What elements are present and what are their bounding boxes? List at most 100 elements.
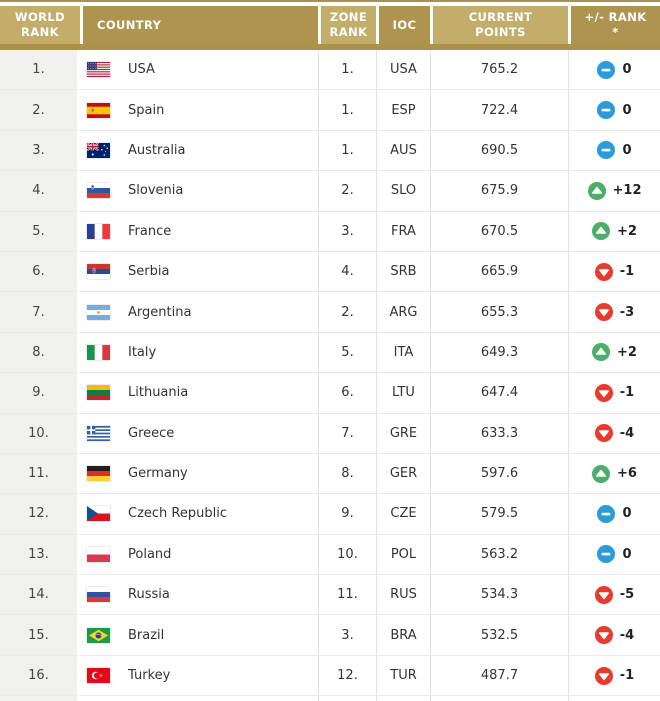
country-cell: Germany <box>80 453 318 495</box>
points-cell: 675.9 <box>430 171 568 212</box>
table-row[interactable]: 16. Turkey 12. TUR 487.7 -1 <box>0 655 660 697</box>
flag-rus-icon <box>87 587 110 603</box>
table-row[interactable]: 8. Italy 5. ITA 649.3 +2 <box>0 332 660 374</box>
current-points-value: 690.5 <box>480 142 519 158</box>
zone-rank-cell: 1. <box>318 50 376 91</box>
rank-down-icon <box>594 626 613 645</box>
table-row[interactable]: 1. USA 1. USA 765.2 0 <box>0 50 660 91</box>
ioc-cell: ESP <box>376 90 430 131</box>
rank-change-cell: -4 <box>568 413 660 454</box>
column-header-current-points[interactable]: CURRENT POINTS <box>430 6 568 44</box>
ioc-code: FRA <box>391 223 416 239</box>
zone-rank-cell: 4. <box>318 251 376 293</box>
world-rank-cell: 6. <box>0 251 80 293</box>
column-header-country[interactable]: COUNTRY <box>80 6 318 44</box>
zone-rank-cell: 3. <box>318 615 376 656</box>
table-row[interactable]: 11. Germany 8. GER 597.6 +6 <box>0 453 660 495</box>
ioc-code: AUS <box>390 142 417 158</box>
world-rank-value: 1. <box>32 62 45 78</box>
world-rank-cell: 14. <box>0 575 80 616</box>
rank-change-value: -3 <box>619 304 635 320</box>
rank-down-icon <box>594 303 613 322</box>
country-cell: Spain <box>80 90 318 131</box>
rank-change-value: 0 <box>622 546 632 562</box>
current-points-value: 665.9 <box>480 264 519 280</box>
points-cell: 649.3 <box>430 332 568 374</box>
table-row[interactable]: 3. Australia 1. AUS 690.5 0 <box>0 130 660 172</box>
points-cell: 722.4 <box>430 90 568 131</box>
table-row[interactable]: 6. Serbia 4. SRB 665.9 -1 <box>0 251 660 293</box>
rank-change-cell <box>568 696 660 701</box>
zone-rank-cell <box>318 696 376 701</box>
country-cell: Czech Republic <box>80 494 318 535</box>
table-row[interactable]: 7. Argentina 2. ARG 655.3 -3 <box>0 292 660 333</box>
zone-rank-value: 2. <box>341 304 354 320</box>
column-header-world-rank[interactable]: WORLD RANK <box>0 6 80 44</box>
zone-rank-cell: 7. <box>318 413 376 454</box>
rank-change-value: 0 <box>622 62 632 78</box>
zone-rank-cell: 8. <box>318 453 376 495</box>
ioc-code: ITA <box>393 344 414 360</box>
table-header: WORLD RANK COUNTRY ZONE RANK IOC CURRENT… <box>0 6 660 44</box>
table-row[interactable]: 2. Spain 1. ESP 722.4 0 <box>0 90 660 131</box>
zone-rank-value: 3. <box>341 223 354 239</box>
rank-same-icon <box>597 141 616 160</box>
header-bottom-bar <box>0 44 660 50</box>
zone-rank-cell: 1. <box>318 90 376 131</box>
ioc-code: SLO <box>390 183 417 199</box>
ioc-cell: USA <box>376 50 430 91</box>
zone-rank-value: 8. <box>341 466 354 482</box>
rank-change-cell: 0 <box>568 90 660 131</box>
flag-cze-icon <box>87 506 110 522</box>
rank-change-cell: -1 <box>568 373 660 414</box>
current-points-value: 649.3 <box>480 344 519 360</box>
world-rank-cell: 7. <box>0 292 80 333</box>
zone-rank-value: 11. <box>337 587 358 603</box>
column-header-rank-change[interactable]: +/- RANK * <box>568 6 660 44</box>
ioc-code: BRA <box>390 627 417 643</box>
table-row[interactable]: 12. Czech Republic 9. CZE 579.5 0 <box>0 494 660 535</box>
zone-rank-cell: 2. <box>318 292 376 333</box>
rank-change-value: 0 <box>622 142 632 158</box>
country-name: Brazil <box>128 627 165 643</box>
world-rank-value: 4. <box>32 183 45 199</box>
ioc-cell: LTU <box>376 373 430 414</box>
country-cell: Argentina <box>80 292 318 333</box>
world-rank-cell: 11. <box>0 453 80 495</box>
points-cell: 534.3 <box>430 575 568 616</box>
ioc-code: GRE <box>389 425 418 441</box>
rank-change-value: -5 <box>619 587 635 603</box>
column-header-zone-rank[interactable]: ZONE RANK <box>318 6 376 44</box>
table-row[interactable]: 15. Brazil 3. BRA 532.5 -4 <box>0 615 660 656</box>
table-row[interactable]: 5. France 3. FRA 670.5 +2 <box>0 211 660 252</box>
ioc-cell: CZE <box>376 494 430 535</box>
zone-rank-cell: 3. <box>318 211 376 252</box>
rank-change-value: -4 <box>619 627 635 643</box>
ioc-cell: AUS <box>376 130 430 172</box>
zone-rank-value: 2. <box>341 183 354 199</box>
ioc-cell <box>376 696 430 701</box>
column-header-ioc[interactable]: IOC <box>376 6 430 44</box>
rank-change-cell: -3 <box>568 292 660 333</box>
rank-change-value: +12 <box>612 183 642 199</box>
country-cell: France <box>80 211 318 252</box>
ioc-code: ESP <box>391 102 416 118</box>
world-rank-cell: 12. <box>0 494 80 535</box>
table-row[interactable]: 13. Poland 10. POL 563.2 0 <box>0 534 660 576</box>
zone-rank-value: 12. <box>337 668 358 684</box>
rank-change-value: 0 <box>622 506 632 522</box>
world-rank-value: 14. <box>28 587 49 603</box>
top-divider <box>0 0 660 2</box>
rank-down-icon <box>594 262 613 281</box>
table-row[interactable]: 4. Slovenia 2. SLO 675.9 +12 <box>0 171 660 212</box>
table-row[interactable]: 10. Greece 7. GRE 633.3 -4 <box>0 413 660 454</box>
country-cell: Australia <box>80 130 318 172</box>
table-row[interactable]: 14. Russia 11. RUS 534.3 -5 <box>0 575 660 616</box>
points-cell: 532.5 <box>430 615 568 656</box>
country-name: France <box>128 223 172 239</box>
points-cell: 690.5 <box>430 130 568 172</box>
table-row[interactable]: 9. Lithuania 6. LTU 647.4 -1 <box>0 373 660 414</box>
world-rank-value: 9. <box>32 385 45 401</box>
rank-change-value: -1 <box>619 668 635 684</box>
